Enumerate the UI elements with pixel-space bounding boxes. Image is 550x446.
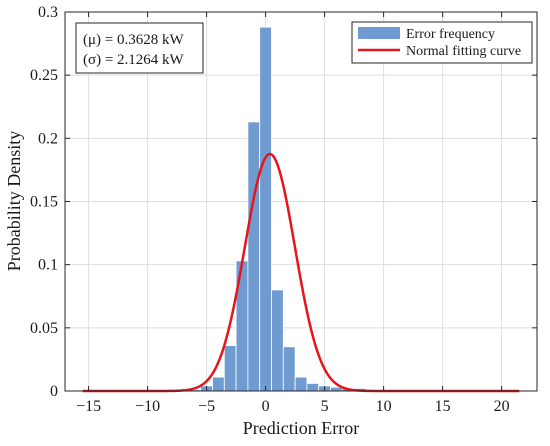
x-tick-label: −10 [135, 398, 160, 415]
x-tick-label: 0 [262, 398, 270, 415]
legend-label-error-frequency: Error frequency [406, 27, 495, 42]
x-tick-label: −15 [76, 398, 101, 415]
y-axis-title: Probability Density [4, 131, 24, 272]
x-tick-label: 15 [435, 398, 451, 415]
histogram-bar [271, 289, 284, 392]
stats-annotation: (μ) = 0.3628 kW (σ) = 2.1264 kW [75, 22, 204, 74]
sigma-annotation: (σ) = 2.1264 kW [83, 52, 185, 68]
y-tick-label: 0.1 [38, 257, 58, 274]
x-axis-title: Prediction Error [243, 418, 359, 438]
x-tick-label: −5 [198, 398, 215, 415]
histogram-bar [282, 346, 296, 392]
y-tick-label: 0.05 [30, 320, 58, 337]
histogram-bar [259, 26, 272, 392]
mu-annotation: (μ) = 0.3628 kW [83, 32, 184, 48]
y-tick-label: 0.15 [30, 194, 58, 211]
annotation-box [75, 22, 204, 74]
y-tick-label: 0 [50, 383, 58, 400]
histogram-bar [306, 383, 320, 392]
histogram-bar [247, 121, 261, 392]
x-tick-label: 10 [376, 398, 392, 415]
legend-swatch-error-frequency [358, 27, 400, 39]
legend: Error frequency Normal fitting curve [351, 21, 533, 64]
histogram-bar [294, 376, 308, 392]
y-tick-label: 0.2 [38, 130, 58, 147]
histogram-bar [212, 376, 225, 392]
x-tick-label: 5 [321, 398, 329, 415]
x-tick-label: 20 [494, 398, 510, 415]
histogram-bar [223, 345, 237, 392]
axis-ticks: −15 −10 −5 0 5 10 15 20 0 0.05 0.1 0.15 0.2 0.25 0.3 [30, 4, 537, 415]
y-tick-label: 0.3 [38, 4, 58, 21]
legend-label-normal-curve: Normal fitting curve [406, 44, 521, 59]
y-tick-label: 0.25 [30, 67, 58, 84]
